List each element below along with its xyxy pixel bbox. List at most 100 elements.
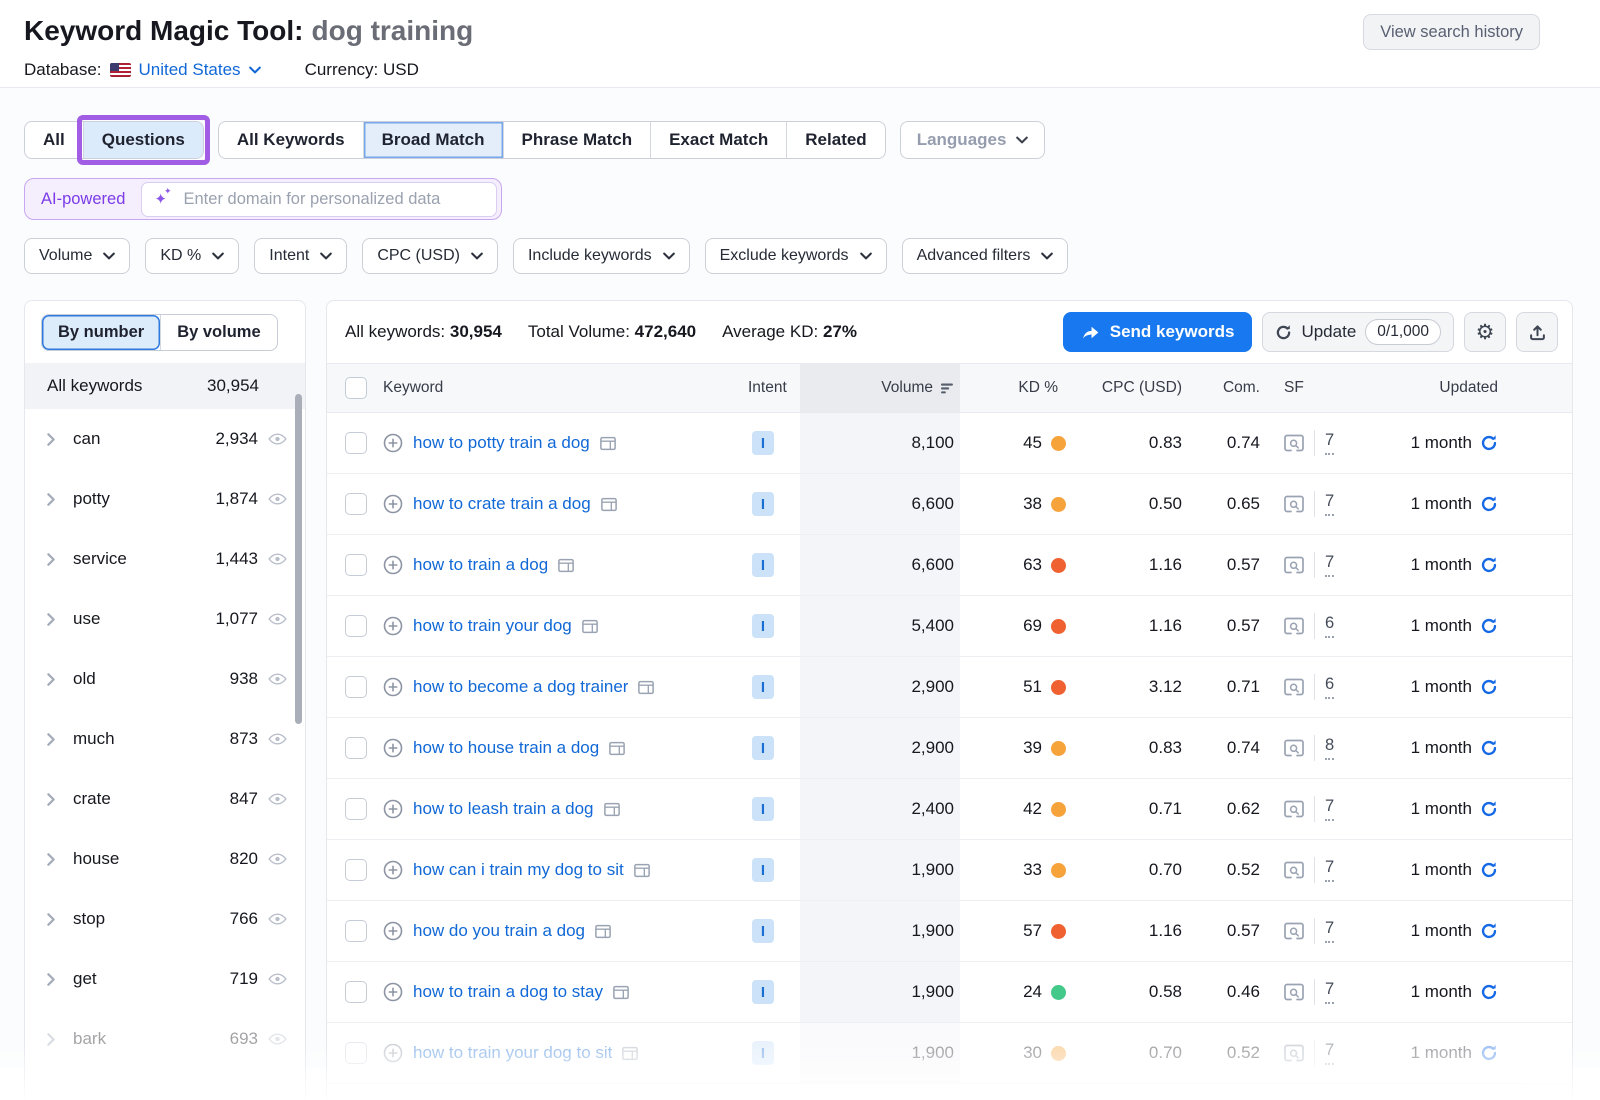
column-header-sf[interactable]: SF — [1284, 379, 1304, 396]
serp-preview-icon[interactable] — [1284, 495, 1304, 513]
keyword-link[interactable]: how to train a dog to stay — [413, 982, 603, 1001]
column-header-com[interactable]: Com. — [1222, 379, 1260, 396]
serp-preview-icon[interactable] — [1284, 434, 1304, 452]
tab-broad-match[interactable]: Broad Match — [362, 122, 503, 158]
column-header-updated[interactable]: Updated — [1439, 379, 1498, 396]
keyword-group-stop[interactable]: stop 766 — [25, 889, 305, 949]
serp-features-icon[interactable] — [595, 924, 611, 939]
serp-preview-icon[interactable] — [1284, 922, 1304, 940]
keyword-link[interactable]: how to train a dog — [413, 555, 549, 574]
keyword-group-much[interactable]: much 873 — [25, 709, 305, 769]
refresh-icon[interactable] — [1480, 800, 1498, 818]
eye-icon[interactable] — [268, 493, 287, 505]
keyword-link[interactable]: how do you train a dog — [413, 921, 586, 940]
serp-features-icon[interactable] — [609, 741, 626, 756]
add-keyword-icon[interactable] — [383, 982, 403, 1002]
update-button[interactable]: Update 0/1,000 — [1262, 312, 1454, 352]
keyword-group-service[interactable]: service 1,443 — [25, 529, 305, 589]
intent-badge[interactable]: I — [752, 553, 774, 577]
export-button[interactable] — [1516, 312, 1558, 352]
eye-icon[interactable] — [268, 433, 287, 445]
row-checkbox[interactable] — [345, 981, 367, 1003]
keyword-link[interactable]: how to crate train a dog — [413, 494, 591, 513]
send-keywords-button[interactable]: Send keywords — [1062, 312, 1253, 352]
refresh-icon[interactable] — [1480, 617, 1498, 635]
row-checkbox[interactable] — [345, 737, 367, 759]
intent-badge[interactable]: I — [752, 980, 774, 1004]
keyword-group-can[interactable]: can 2,934 — [25, 409, 305, 469]
sf-count-link[interactable]: 7 — [1325, 492, 1335, 516]
tab-all[interactable]: All — [25, 122, 83, 158]
serp-features-icon[interactable] — [633, 863, 650, 878]
add-keyword-icon[interactable] — [383, 494, 403, 514]
tab-phrase-match[interactable]: Phrase Match — [502, 122, 651, 158]
eye-icon[interactable] — [268, 553, 287, 565]
serp-preview-icon[interactable] — [1284, 739, 1304, 757]
column-header-kd[interactable]: KD % — [1018, 379, 1058, 396]
keyword-link[interactable]: how can i train my dog to sit — [413, 860, 624, 879]
keyword-group-use[interactable]: use 1,077 — [25, 589, 305, 649]
refresh-icon[interactable] — [1480, 678, 1498, 696]
intent-badge[interactable]: I — [752, 797, 774, 821]
keyword-link[interactable]: how to become a dog trainer — [413, 677, 629, 696]
intent-badge[interactable]: I — [752, 1041, 774, 1065]
keyword-group-crate[interactable]: crate 847 — [25, 769, 305, 829]
eye-icon[interactable] — [268, 793, 287, 805]
serp-preview-icon[interactable] — [1284, 678, 1304, 696]
refresh-icon[interactable] — [1480, 922, 1498, 940]
settings-button[interactable]: ⚙ — [1464, 312, 1506, 352]
domain-input-box[interactable]: ✦ ✦ — [141, 181, 498, 217]
eye-icon[interactable] — [268, 733, 287, 745]
sf-count-link[interactable]: 7 — [1325, 980, 1335, 1004]
eye-icon[interactable] — [268, 913, 287, 925]
serp-features-icon[interactable] — [638, 680, 655, 695]
add-keyword-icon[interactable] — [383, 1043, 403, 1063]
serp-preview-icon[interactable] — [1284, 617, 1304, 635]
eye-icon[interactable] — [268, 673, 287, 685]
add-keyword-icon[interactable] — [383, 921, 403, 941]
sf-count-link[interactable]: 7 — [1325, 553, 1335, 577]
serp-preview-icon[interactable] — [1284, 983, 1304, 1001]
filter-advanced-filters[interactable]: Advanced filters — [901, 238, 1069, 274]
domain-input[interactable] — [181, 188, 485, 210]
eye-icon[interactable] — [268, 853, 287, 865]
serp-preview-icon[interactable] — [1284, 861, 1304, 879]
keyword-link[interactable]: how to house train a dog — [413, 738, 600, 757]
row-checkbox[interactable] — [345, 1042, 367, 1064]
add-keyword-icon[interactable] — [383, 555, 403, 575]
refresh-icon[interactable] — [1480, 434, 1498, 452]
refresh-icon[interactable] — [1480, 556, 1498, 574]
all-keywords-row[interactable]: All keywords 30,954 — [25, 363, 305, 409]
intent-badge[interactable]: I — [752, 675, 774, 699]
refresh-icon[interactable] — [1480, 983, 1498, 1001]
refresh-icon[interactable] — [1480, 861, 1498, 879]
keyword-group-get[interactable]: get 719 — [25, 949, 305, 1009]
filter-cpc-usd[interactable]: CPC (USD) — [362, 238, 498, 274]
keyword-group-potty[interactable]: potty 1,874 — [25, 469, 305, 529]
tab-all-keywords[interactable]: All Keywords — [219, 122, 363, 158]
row-checkbox[interactable] — [345, 432, 367, 454]
serp-features-icon[interactable] — [603, 802, 620, 817]
keyword-link[interactable]: how to train your dog — [413, 616, 572, 635]
keyword-group-bark[interactable]: bark 693 — [25, 1009, 305, 1069]
refresh-icon[interactable] — [1480, 495, 1498, 513]
add-keyword-icon[interactable] — [383, 860, 403, 880]
select-all-checkbox[interactable] — [345, 377, 367, 399]
refresh-icon[interactable] — [1480, 1044, 1498, 1062]
row-checkbox[interactable] — [345, 859, 367, 881]
serp-features-icon[interactable] — [600, 497, 617, 512]
column-header-cpc[interactable]: CPC (USD) — [1101, 379, 1182, 396]
languages-dropdown[interactable]: Languages — [899, 121, 1046, 159]
row-checkbox[interactable] — [345, 554, 367, 576]
intent-badge[interactable]: I — [752, 858, 774, 882]
eye-icon[interactable] — [268, 613, 287, 625]
sort-toggle-by-volume[interactable]: By volume — [160, 315, 276, 350]
keyword-link[interactable]: how to potty train a dog — [413, 433, 590, 452]
add-keyword-icon[interactable] — [383, 677, 403, 697]
view-search-history-button[interactable]: View search history — [1363, 14, 1540, 50]
eye-icon[interactable] — [268, 973, 287, 985]
tab-related[interactable]: Related — [786, 122, 884, 158]
tab-questions[interactable]: Questions — [76, 115, 210, 165]
intent-badge[interactable]: I — [752, 431, 774, 455]
intent-badge[interactable]: I — [752, 614, 774, 638]
